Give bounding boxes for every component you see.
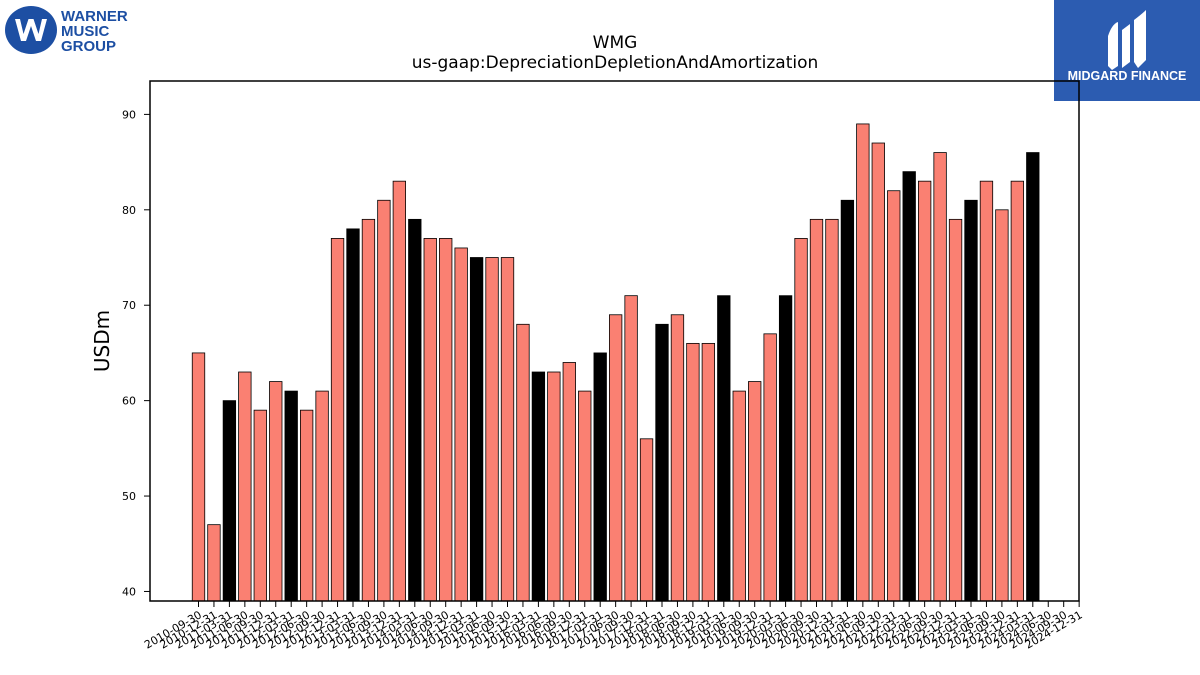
bar	[686, 342, 700, 602]
bar	[902, 171, 916, 602]
bar	[964, 199, 978, 602]
bar	[794, 238, 808, 602]
wmg-emblem	[5, 6, 57, 54]
bar	[238, 371, 252, 602]
bar	[887, 190, 901, 602]
midgard-logo-text: MIDGARD FINANCE	[1068, 69, 1187, 83]
bar	[918, 180, 932, 602]
bar	[315, 390, 329, 602]
midgard-emblem	[1108, 10, 1146, 70]
bar	[871, 142, 885, 602]
bar	[639, 438, 654, 602]
bar	[516, 323, 530, 602]
bar	[408, 218, 422, 602]
bar	[299, 409, 314, 602]
y-tick-label: 40	[122, 585, 136, 598]
bar	[732, 390, 746, 602]
bar	[778, 295, 793, 602]
midgard-finance-logo: MIDGARD FINANCE	[1054, 0, 1200, 101]
bar	[284, 390, 298, 602]
y-tick-label: 50	[122, 490, 136, 503]
bar	[624, 295, 638, 602]
bar	[578, 390, 592, 602]
bar	[840, 199, 855, 602]
logo-text-line-3: GROUP	[61, 38, 116, 55]
bar	[825, 218, 839, 602]
bar	[748, 381, 762, 602]
y-axis-ticks: 40 50 60 70 80 90	[122, 108, 150, 598]
bar	[269, 381, 283, 602]
y-axis-label: USDm	[90, 310, 114, 372]
bar	[933, 152, 947, 602]
bar	[1010, 180, 1024, 602]
bar	[609, 314, 623, 602]
bar	[562, 362, 576, 602]
bar	[361, 218, 376, 602]
bar	[191, 352, 206, 602]
bar	[500, 257, 515, 602]
x-axis-ticks: 2010-09-302010-12-312011-03-312011-06-30…	[142, 601, 1085, 652]
wmg-w-glyph	[15, 19, 47, 41]
plot-frame	[149, 80, 1080, 602]
y-tick-label: 70	[122, 299, 136, 312]
bar	[454, 247, 468, 602]
bar	[701, 342, 715, 602]
bar	[330, 238, 345, 602]
logo-text-line-2: MUSIC	[61, 23, 110, 40]
y-tick-label: 80	[122, 204, 136, 217]
bar	[222, 400, 237, 602]
bar	[207, 524, 221, 602]
chart-title: WMG	[593, 33, 638, 53]
bar	[593, 352, 607, 602]
bar	[469, 257, 484, 602]
bar	[717, 295, 731, 602]
bar	[995, 209, 1009, 602]
bar	[809, 218, 824, 602]
warner-music-group-logo: WARNER MUSIC GROUP	[5, 6, 128, 55]
bar	[439, 238, 453, 602]
bar	[979, 180, 994, 602]
bar	[670, 314, 685, 602]
bar	[253, 409, 267, 602]
bar	[377, 199, 391, 602]
bar	[531, 371, 546, 602]
y-tick-label: 90	[122, 108, 136, 121]
y-tick-label: 60	[122, 395, 136, 408]
bar	[423, 238, 437, 602]
bar	[392, 180, 407, 602]
bar	[547, 371, 561, 602]
bar	[856, 123, 870, 602]
bar	[655, 323, 669, 602]
bars-group	[191, 123, 1040, 602]
bar	[763, 333, 777, 602]
bar	[485, 257, 499, 602]
chart-subtitle: us-gaap:DepreciationDepletionAndAmortiza…	[412, 53, 819, 73]
bar	[948, 218, 963, 602]
logo-text-line-1: WARNER	[61, 8, 128, 25]
bar	[1026, 152, 1040, 602]
bar	[346, 228, 360, 602]
